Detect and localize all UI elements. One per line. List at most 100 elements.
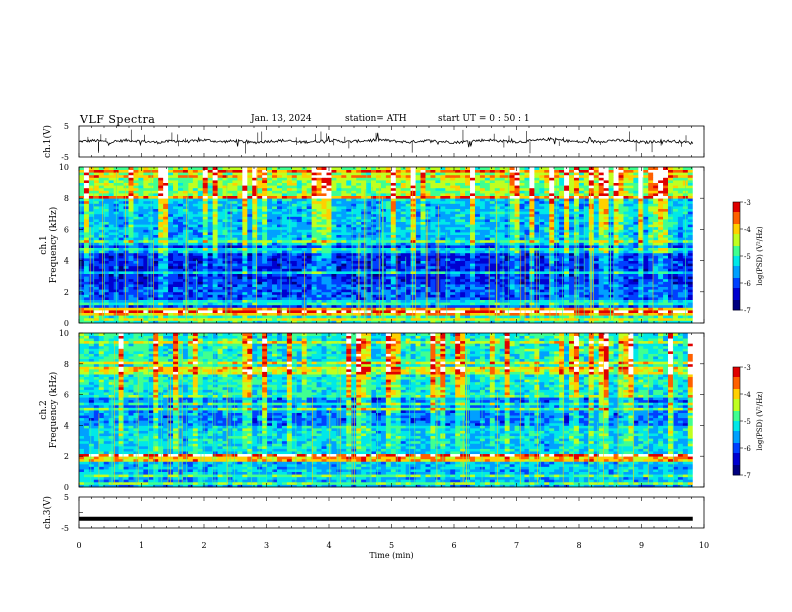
spectrogram-cell <box>554 317 560 321</box>
spectrogram-cell <box>643 260 649 264</box>
spectrogram-cell <box>628 299 634 303</box>
spectrogram-cell <box>371 245 377 248</box>
spectrogram-cell <box>415 302 421 306</box>
spectrogram-cell <box>489 239 496 243</box>
spectrogram-cell <box>583 242 590 246</box>
spectrogram-cell <box>489 247 496 251</box>
spectrogram-cell <box>425 247 431 251</box>
spectrogram-cell <box>455 284 461 287</box>
spectrogram-cell <box>529 278 535 282</box>
spectrogram-cell <box>222 250 228 254</box>
spectrogram-cell <box>479 221 486 225</box>
spectrogram-cell <box>311 242 317 246</box>
spectrogram-cell <box>455 315 461 319</box>
spectrogram-cell <box>133 310 139 313</box>
spectrogram-cell <box>569 247 575 251</box>
spectrogram-cell <box>123 250 129 254</box>
spectrogram-cell <box>554 229 560 233</box>
spectrogram-cell <box>118 255 124 259</box>
spectrogram-cell <box>257 237 263 241</box>
spectrogram-cell <box>163 268 169 272</box>
spectrogram-cell <box>687 299 694 303</box>
spectrogram-cell <box>128 229 134 233</box>
spectrogram-cell <box>405 307 412 311</box>
spectrogram-cell <box>415 260 421 264</box>
spectrogram-cell <box>474 299 481 303</box>
spectrogram-cell <box>539 234 545 238</box>
spectrogram-cell <box>440 294 446 298</box>
spectrogram-cell <box>331 317 337 321</box>
spectrogram-cell <box>108 304 115 308</box>
spectrogram-cell <box>420 291 426 295</box>
spectrogram-cell <box>237 315 243 319</box>
spectrogram-cell <box>366 291 372 295</box>
spectrogram-cell <box>321 297 327 300</box>
spectrogram-cell <box>593 315 600 319</box>
spectrogram-cell <box>346 310 352 313</box>
spectrogram-cell <box>257 258 263 261</box>
spectrogram-cell <box>257 302 263 306</box>
spectrogram-cell <box>569 237 575 241</box>
spectrogram-cell <box>242 317 248 321</box>
spectrogram-cell <box>158 224 164 228</box>
spectrogram-cell <box>187 273 194 277</box>
spectrogram-cell <box>450 317 456 321</box>
spectrogram-cell <box>296 237 303 241</box>
spectrogram-cell <box>663 265 669 269</box>
spectrogram-cell <box>351 289 357 293</box>
spectrogram-cell <box>687 320 694 324</box>
spectrogram-cell <box>153 268 159 272</box>
spectrogram-cell <box>400 297 407 300</box>
spectrogram-cell <box>564 299 570 303</box>
spectrogram-cell <box>465 320 471 324</box>
spectrogram-cell <box>623 312 629 316</box>
spectrogram-cell <box>83 250 90 254</box>
spectrogram-cell <box>168 299 174 303</box>
spectrogram-cell <box>163 258 169 261</box>
spectrogram-cell <box>232 304 238 308</box>
spectrogram-cell <box>504 315 511 319</box>
spectrogram-cell <box>623 250 629 254</box>
spectrogram-cell <box>385 312 392 316</box>
spectrogram-cell <box>529 310 535 313</box>
spectrogram-cell <box>633 239 639 243</box>
spectrogram-cell <box>192 250 199 254</box>
spectrogram-cell <box>356 224 362 228</box>
spectrogram-cell <box>93 260 100 264</box>
spectrogram-cell <box>168 320 174 324</box>
spectrogram-cell <box>237 242 243 246</box>
spectrogram-cell <box>638 265 644 269</box>
spectrogram-cell <box>267 310 273 313</box>
spectrogram-cell <box>400 258 407 261</box>
spectrogram-cell <box>103 242 110 246</box>
spectrogram-cell <box>638 247 644 251</box>
spectrogram-cell <box>648 310 654 313</box>
spectrogram-cell <box>455 221 461 225</box>
spectrogram-cell <box>687 247 694 251</box>
spectrogram-cell <box>474 229 481 233</box>
spectrogram-cell <box>465 291 471 295</box>
spectrogram-cell <box>192 281 199 285</box>
spectrogram-cell <box>445 320 451 324</box>
spectrogram-cell <box>128 315 134 319</box>
spectrogram-cell <box>663 250 669 254</box>
spectrogram-cell <box>281 224 288 228</box>
spectrogram-cell <box>460 289 466 293</box>
spectrogram-cell <box>504 312 511 316</box>
spectrogram-cell <box>534 224 540 228</box>
spectrogram-cell <box>202 237 209 241</box>
spectrogram-cell <box>569 297 575 300</box>
spectrogram-cell <box>237 252 243 256</box>
spectrogram-cell <box>173 310 179 313</box>
spectrogram-cell <box>316 307 322 311</box>
spectrogram-cell <box>509 307 515 311</box>
spectrogram-cell <box>677 237 684 241</box>
spectrogram-cell <box>573 320 580 324</box>
spectrogram-cell <box>143 302 149 306</box>
spectrogram-cell <box>237 226 243 230</box>
spectrogram-cell <box>494 247 501 251</box>
spectrogram-cell <box>539 310 545 313</box>
spectrogram-cell <box>668 297 674 300</box>
spectrogram-cell <box>603 258 610 261</box>
spectrogram-cell <box>276 221 283 225</box>
